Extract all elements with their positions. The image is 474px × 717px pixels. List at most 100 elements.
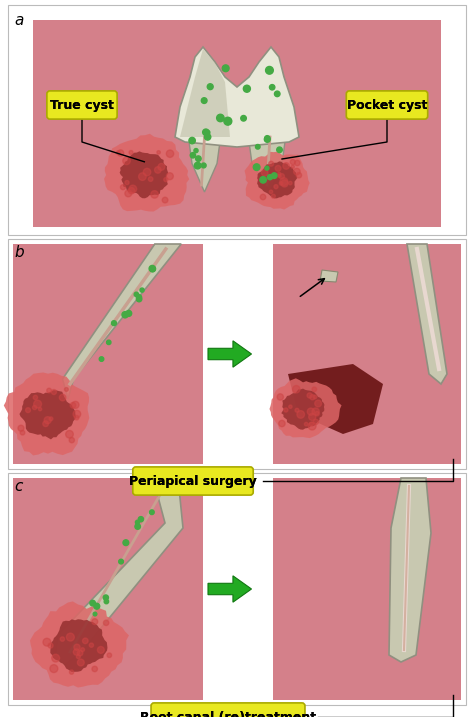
Text: Pocket cyst: Pocket cyst xyxy=(347,98,427,112)
Circle shape xyxy=(158,163,165,171)
Circle shape xyxy=(70,402,76,408)
Circle shape xyxy=(203,129,209,136)
Circle shape xyxy=(260,176,266,183)
Circle shape xyxy=(70,670,73,674)
Text: Root canal (re)treatment: Root canal (re)treatment xyxy=(140,711,316,717)
Circle shape xyxy=(194,148,198,153)
FancyBboxPatch shape xyxy=(47,91,117,119)
Circle shape xyxy=(279,181,283,185)
Circle shape xyxy=(279,174,284,179)
Circle shape xyxy=(304,422,308,426)
Circle shape xyxy=(283,163,290,169)
Bar xyxy=(273,244,461,464)
Polygon shape xyxy=(19,390,76,440)
Circle shape xyxy=(125,190,132,197)
Polygon shape xyxy=(30,602,129,688)
Circle shape xyxy=(194,162,201,169)
Circle shape xyxy=(90,600,95,606)
Text: Root canal (re)treatment: Root canal (re)treatment xyxy=(140,711,316,717)
Circle shape xyxy=(290,159,295,165)
Circle shape xyxy=(49,417,53,421)
Circle shape xyxy=(43,638,51,646)
Circle shape xyxy=(307,393,312,398)
Circle shape xyxy=(264,136,270,141)
Circle shape xyxy=(137,296,142,302)
FancyBboxPatch shape xyxy=(151,703,305,717)
Circle shape xyxy=(118,150,124,156)
Circle shape xyxy=(272,194,275,198)
Bar xyxy=(13,244,203,464)
Circle shape xyxy=(222,65,229,72)
Circle shape xyxy=(33,395,37,399)
Bar xyxy=(8,239,466,469)
Circle shape xyxy=(116,151,120,154)
Circle shape xyxy=(217,114,224,122)
FancyBboxPatch shape xyxy=(133,467,253,495)
Circle shape xyxy=(315,400,321,407)
Text: Periapical surgery: Periapical surgery xyxy=(129,475,257,488)
Circle shape xyxy=(313,395,317,399)
Circle shape xyxy=(73,649,80,655)
Circle shape xyxy=(284,408,288,412)
Polygon shape xyxy=(63,244,181,399)
Circle shape xyxy=(278,172,281,176)
Circle shape xyxy=(292,386,300,393)
Circle shape xyxy=(52,389,56,394)
Circle shape xyxy=(125,181,129,185)
Circle shape xyxy=(129,185,137,193)
Circle shape xyxy=(20,430,25,435)
Circle shape xyxy=(269,161,273,166)
Circle shape xyxy=(201,163,206,168)
Circle shape xyxy=(123,540,129,546)
Circle shape xyxy=(196,156,201,161)
Polygon shape xyxy=(119,151,168,199)
Circle shape xyxy=(138,516,144,522)
Circle shape xyxy=(255,145,260,149)
Polygon shape xyxy=(281,389,324,429)
Polygon shape xyxy=(320,270,338,282)
Polygon shape xyxy=(245,152,310,209)
Circle shape xyxy=(190,153,196,158)
Circle shape xyxy=(107,653,111,657)
Circle shape xyxy=(135,524,140,529)
Circle shape xyxy=(280,178,288,186)
Circle shape xyxy=(312,408,319,415)
Polygon shape xyxy=(247,127,287,192)
Text: b: b xyxy=(14,245,24,260)
Circle shape xyxy=(308,422,316,430)
Circle shape xyxy=(99,357,104,361)
Polygon shape xyxy=(270,379,342,438)
Circle shape xyxy=(151,489,157,495)
Circle shape xyxy=(265,166,269,170)
Text: Pocket cyst: Pocket cyst xyxy=(347,98,427,112)
Circle shape xyxy=(18,425,24,431)
Circle shape xyxy=(293,168,300,175)
Circle shape xyxy=(74,415,79,420)
Circle shape xyxy=(310,422,313,426)
Circle shape xyxy=(140,288,144,292)
Circle shape xyxy=(64,387,68,391)
Circle shape xyxy=(274,91,280,97)
Circle shape xyxy=(265,67,273,74)
FancyArrow shape xyxy=(208,341,252,367)
Circle shape xyxy=(97,647,104,653)
Circle shape xyxy=(48,643,53,648)
Circle shape xyxy=(94,603,100,609)
Circle shape xyxy=(77,659,84,666)
Circle shape xyxy=(82,638,88,644)
Circle shape xyxy=(260,194,266,200)
Circle shape xyxy=(50,665,58,673)
Circle shape xyxy=(279,420,285,427)
Circle shape xyxy=(164,178,168,181)
Circle shape xyxy=(307,408,314,415)
Circle shape xyxy=(128,188,135,194)
Circle shape xyxy=(309,413,316,420)
Circle shape xyxy=(69,437,74,443)
Text: Periapical surgery: Periapical surgery xyxy=(129,475,257,488)
Circle shape xyxy=(92,666,98,672)
Circle shape xyxy=(155,166,161,174)
Bar xyxy=(13,478,203,700)
Circle shape xyxy=(118,559,123,564)
Circle shape xyxy=(261,169,268,176)
Polygon shape xyxy=(407,244,447,384)
